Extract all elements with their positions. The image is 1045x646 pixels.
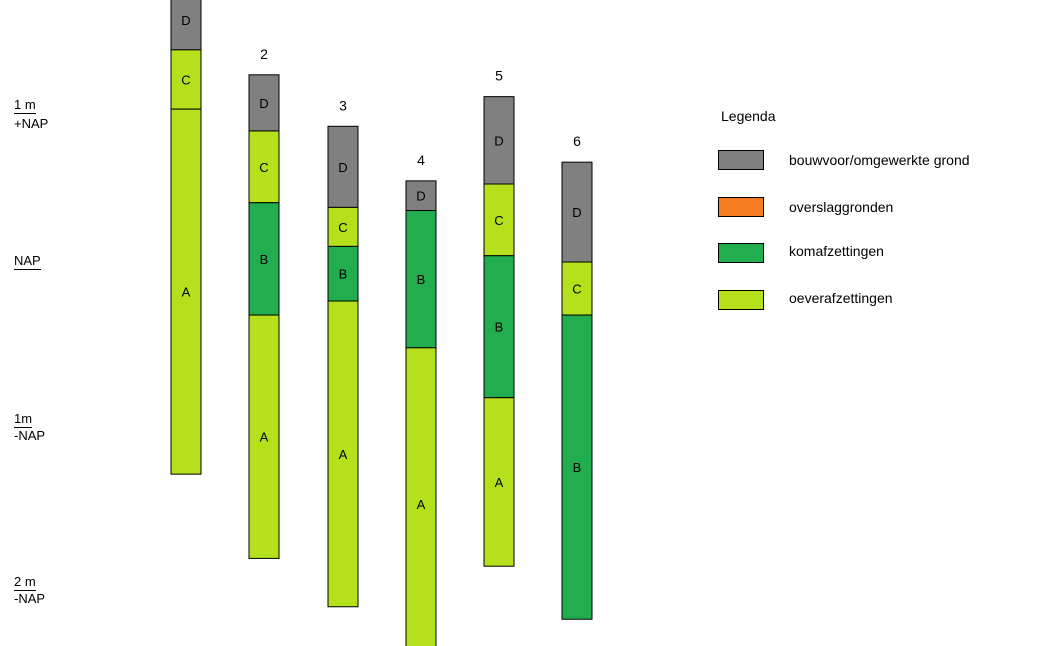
soil-column-3: D C B A 3 xyxy=(327,97,359,608)
depth-label-nap: NAP xyxy=(14,253,41,270)
layer-label: C xyxy=(494,213,503,228)
layer-a xyxy=(170,108,202,475)
soil-column-6: D C B 6 xyxy=(561,133,593,620)
layer-label: D xyxy=(572,205,581,220)
layer-label: B xyxy=(417,272,426,287)
depth-label-2m-minus: 2 m xyxy=(14,574,36,591)
layer-label: A xyxy=(260,430,269,445)
layer-label: A xyxy=(417,497,426,512)
depth-label-1m-minus: 1m xyxy=(14,411,33,428)
layer-label: C xyxy=(338,220,347,235)
legend-label-bouwvoor: bouwvoor/omgewerkte grond xyxy=(789,152,970,168)
layer-label: D xyxy=(416,189,425,204)
layer-a xyxy=(327,300,359,608)
layer-d xyxy=(170,0,202,51)
soil-column-1: DCA1 xyxy=(170,0,202,475)
legend-swatch-overslag xyxy=(718,197,764,217)
layer-label: C xyxy=(259,160,268,175)
soil-column-4: D B A 4 xyxy=(405,152,437,646)
layer-a xyxy=(405,347,437,646)
layer-c xyxy=(561,261,593,316)
layer-b xyxy=(248,202,280,316)
layer-b xyxy=(405,210,437,349)
layer-b xyxy=(327,245,359,302)
layer-a xyxy=(483,397,515,567)
layer-label: C xyxy=(572,282,581,297)
layer-d xyxy=(405,180,437,212)
layer-d xyxy=(561,161,593,263)
column-number: 4 xyxy=(417,152,425,168)
layer-d xyxy=(248,74,280,132)
layer-label: A xyxy=(182,285,191,300)
depth-label-1m-plus-ref: +NAP xyxy=(14,116,49,131)
layer-label: A xyxy=(339,447,348,462)
layer-c xyxy=(483,183,515,257)
layer-label: D xyxy=(338,160,347,175)
layer-label: B xyxy=(573,460,582,475)
layer-d xyxy=(327,125,359,208)
layer-label: C xyxy=(181,72,190,87)
soil-columns: DCA1DCBA2DCBA3DBA4DCBA5DCB6 xyxy=(170,0,593,646)
soil-column-2: D C B A 2 xyxy=(248,46,280,559)
layer-b xyxy=(561,314,593,620)
layer-c xyxy=(170,49,202,110)
legend-swatch-komafzettingen xyxy=(718,243,764,263)
column-number: 2 xyxy=(260,46,268,62)
legend-label-oeverafzettingen: oeverafzettingen xyxy=(789,290,893,306)
layer-label: D xyxy=(494,133,503,148)
layer-label: A xyxy=(495,475,504,490)
layer-label: B xyxy=(495,320,504,335)
legend-swatch-bouwvoor xyxy=(718,150,764,170)
layer-label: B xyxy=(339,267,348,282)
legend-label-komafzettingen: komafzettingen xyxy=(789,243,884,259)
legend-label-overslag: overslaggronden xyxy=(789,199,894,215)
layer-c xyxy=(327,206,359,247)
layer-label: B xyxy=(260,252,269,267)
legend-swatch-oeverafzettingen xyxy=(718,290,764,310)
column-number: 6 xyxy=(573,133,581,149)
column-number: 5 xyxy=(495,68,503,84)
layer-b xyxy=(483,255,515,399)
layer-d xyxy=(483,96,515,185)
depth-label-1m-plus: 1 m xyxy=(14,97,36,114)
layer-label: D xyxy=(181,13,190,28)
depth-label-2m-minus-ref: -NAP xyxy=(14,591,46,606)
column-number: 3 xyxy=(339,97,347,113)
depth-label-1m-minus-ref: -NAP xyxy=(14,428,46,443)
legend-title: Legenda xyxy=(721,108,776,124)
layer-c xyxy=(248,130,280,204)
soil-column-5: D C B A 5 xyxy=(483,68,515,567)
layer-a xyxy=(248,314,280,559)
layer-label: D xyxy=(259,96,268,111)
